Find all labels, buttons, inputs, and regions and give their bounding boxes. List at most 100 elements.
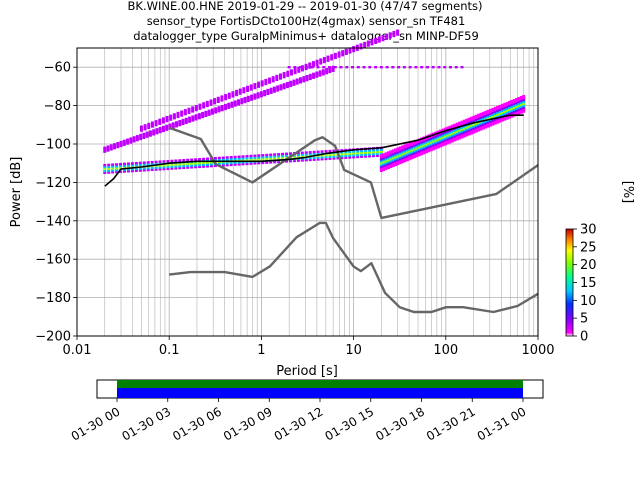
density-cell — [503, 106, 507, 110]
density-cell — [286, 74, 290, 77]
density-cell — [241, 159, 245, 162]
density-cell — [360, 155, 364, 158]
density-cell — [481, 125, 485, 128]
density-cell — [448, 125, 452, 129]
density-cell — [181, 122, 185, 126]
density-cell — [103, 167, 107, 171]
density-cell — [269, 87, 273, 91]
coverage-fill-bottom — [117, 388, 523, 398]
density-cell — [257, 154, 261, 157]
density-cell — [178, 123, 182, 127]
density-cell — [382, 164, 386, 168]
series-line-low-noise-model — [169, 221, 539, 314]
density-cell — [451, 130, 455, 133]
density-cell — [379, 154, 383, 157]
density-cell — [316, 152, 320, 155]
density-cell — [123, 166, 127, 169]
density-cell — [171, 124, 175, 127]
x-axis-label: Period [s] — [276, 364, 338, 379]
series-line-mode — [104, 114, 524, 187]
density-cell — [382, 162, 386, 166]
density-cell — [293, 67, 297, 71]
density-cell — [172, 115, 176, 118]
density-cell — [454, 66, 458, 69]
density-cell — [510, 109, 514, 112]
density-cell — [486, 121, 490, 124]
density-cell — [253, 162, 257, 165]
density-cell — [436, 130, 440, 133]
density-cell — [312, 72, 316, 76]
density-cell — [414, 66, 418, 69]
density-cell — [308, 158, 312, 162]
density-cell — [197, 115, 201, 118]
density-cell — [169, 118, 173, 121]
density-cell — [405, 151, 409, 154]
density-cell — [265, 155, 269, 159]
density-cell — [344, 154, 348, 158]
density-cell — [455, 132, 459, 135]
density-cell — [293, 69, 297, 73]
density-cell — [364, 151, 368, 154]
density-cell — [246, 97, 250, 101]
density-cell — [249, 84, 253, 87]
density-cell — [142, 136, 146, 139]
density-cell — [113, 143, 117, 146]
density-cell — [130, 164, 134, 167]
density-cell — [263, 91, 267, 95]
density-cell — [241, 155, 245, 158]
density-cell — [198, 161, 202, 165]
coverage-tick-label: 01-30 06 — [170, 404, 224, 443]
density-cell — [318, 72, 322, 75]
density-cell — [340, 156, 344, 160]
density-cell — [300, 159, 304, 162]
density-cell — [474, 122, 478, 125]
density-cell — [139, 133, 143, 137]
density-cell — [368, 149, 372, 152]
density-cell — [142, 161, 146, 164]
density-cell — [282, 83, 286, 86]
density-cell — [451, 124, 455, 128]
density-cell — [257, 81, 261, 85]
density-cell — [188, 116, 192, 119]
density-cell — [519, 101, 523, 105]
density-cell — [481, 111, 485, 115]
density-cell — [453, 137, 457, 140]
density-cell — [171, 122, 175, 125]
density-cell — [281, 154, 285, 158]
density-cell — [474, 118, 478, 121]
density-cell — [324, 157, 328, 161]
density-cell — [432, 136, 436, 139]
density-cell — [230, 105, 234, 108]
density-cell — [467, 131, 471, 134]
density-cell — [256, 96, 260, 99]
density-cell — [238, 90, 242, 93]
density-cell — [264, 82, 268, 86]
density-cell — [289, 71, 293, 74]
density-cell — [465, 128, 469, 131]
density-cell — [391, 162, 395, 166]
density-cell — [235, 91, 239, 95]
density-cell — [398, 148, 402, 151]
density-cell — [481, 123, 485, 126]
density-cell — [312, 74, 316, 78]
density-cell — [451, 128, 455, 131]
density-cell — [379, 163, 383, 167]
density-cell — [328, 153, 332, 157]
density-cell — [500, 117, 504, 120]
density-cell — [446, 132, 450, 135]
density-cell — [427, 144, 431, 147]
density-cell — [269, 89, 273, 93]
density-cell — [123, 164, 127, 167]
density-cell — [180, 114, 184, 117]
density-cell — [161, 119, 165, 122]
density-cell — [462, 127, 466, 130]
density-cell — [318, 70, 322, 73]
density-cell — [225, 162, 229, 165]
density-cell — [253, 158, 257, 161]
density-cell — [472, 125, 476, 128]
density-cell — [451, 138, 455, 141]
density-cell — [379, 161, 383, 165]
density-cell — [359, 45, 363, 48]
density-cell — [498, 112, 502, 115]
density-cell — [348, 47, 352, 50]
